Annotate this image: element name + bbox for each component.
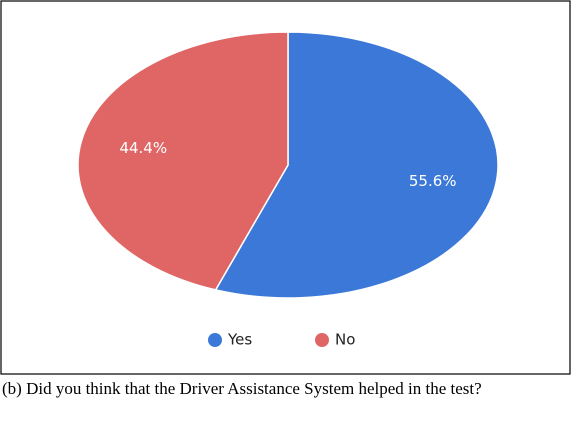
pie-slice xyxy=(214,31,499,299)
legend-swatch xyxy=(208,333,222,347)
legend-swatch xyxy=(315,333,329,347)
slice-label: 55.6% xyxy=(409,172,457,190)
pie-slice xyxy=(77,31,289,291)
legend-label: Yes xyxy=(227,331,252,349)
caption: (b) Did you think that the Driver Assist… xyxy=(2,379,482,398)
legend-label: No xyxy=(335,331,355,349)
chart: 55.6% 44.4% Yes No xyxy=(0,0,571,375)
slice-label: 44.4% xyxy=(119,139,167,157)
